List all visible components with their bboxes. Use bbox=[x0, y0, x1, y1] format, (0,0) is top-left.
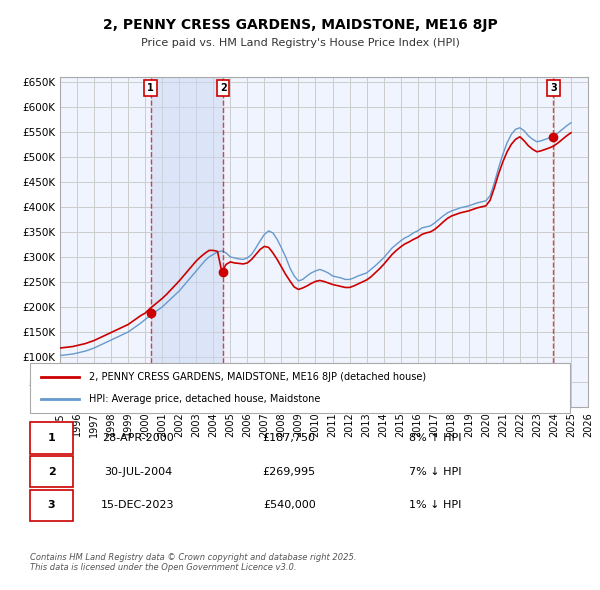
Text: 7% ↓ HPI: 7% ↓ HPI bbox=[409, 467, 461, 477]
Text: 3: 3 bbox=[48, 500, 55, 510]
Text: 1: 1 bbox=[48, 433, 55, 443]
FancyBboxPatch shape bbox=[30, 490, 73, 521]
Text: Price paid vs. HM Land Registry's House Price Index (HPI): Price paid vs. HM Land Registry's House … bbox=[140, 38, 460, 48]
Text: 28-APR-2000: 28-APR-2000 bbox=[102, 433, 174, 443]
FancyBboxPatch shape bbox=[30, 363, 570, 413]
Text: 15-DEC-2023: 15-DEC-2023 bbox=[101, 500, 175, 510]
FancyBboxPatch shape bbox=[30, 422, 73, 454]
Text: 30-JUL-2004: 30-JUL-2004 bbox=[104, 467, 172, 477]
Text: Contains HM Land Registry data © Crown copyright and database right 2025.
This d: Contains HM Land Registry data © Crown c… bbox=[30, 553, 356, 572]
Text: 2, PENNY CRESS GARDENS, MAIDSTONE, ME16 8JP (detached house): 2, PENNY CRESS GARDENS, MAIDSTONE, ME16 … bbox=[89, 372, 427, 382]
Text: 3: 3 bbox=[550, 83, 557, 93]
Text: 1: 1 bbox=[147, 83, 154, 93]
Text: £187,750: £187,750 bbox=[263, 433, 316, 443]
Text: 8% ↑ HPI: 8% ↑ HPI bbox=[409, 433, 461, 443]
Text: 2: 2 bbox=[220, 83, 227, 93]
Text: 1% ↓ HPI: 1% ↓ HPI bbox=[409, 500, 461, 510]
Text: £269,995: £269,995 bbox=[263, 467, 316, 477]
Text: £540,000: £540,000 bbox=[263, 500, 316, 510]
Bar bbox=[151, 77, 223, 407]
Text: 2, PENNY CRESS GARDENS, MAIDSTONE, ME16 8JP: 2, PENNY CRESS GARDENS, MAIDSTONE, ME16 … bbox=[103, 18, 497, 32]
FancyBboxPatch shape bbox=[30, 456, 73, 487]
Text: HPI: Average price, detached house, Maidstone: HPI: Average price, detached house, Maid… bbox=[89, 394, 321, 404]
Text: 2: 2 bbox=[48, 467, 55, 477]
